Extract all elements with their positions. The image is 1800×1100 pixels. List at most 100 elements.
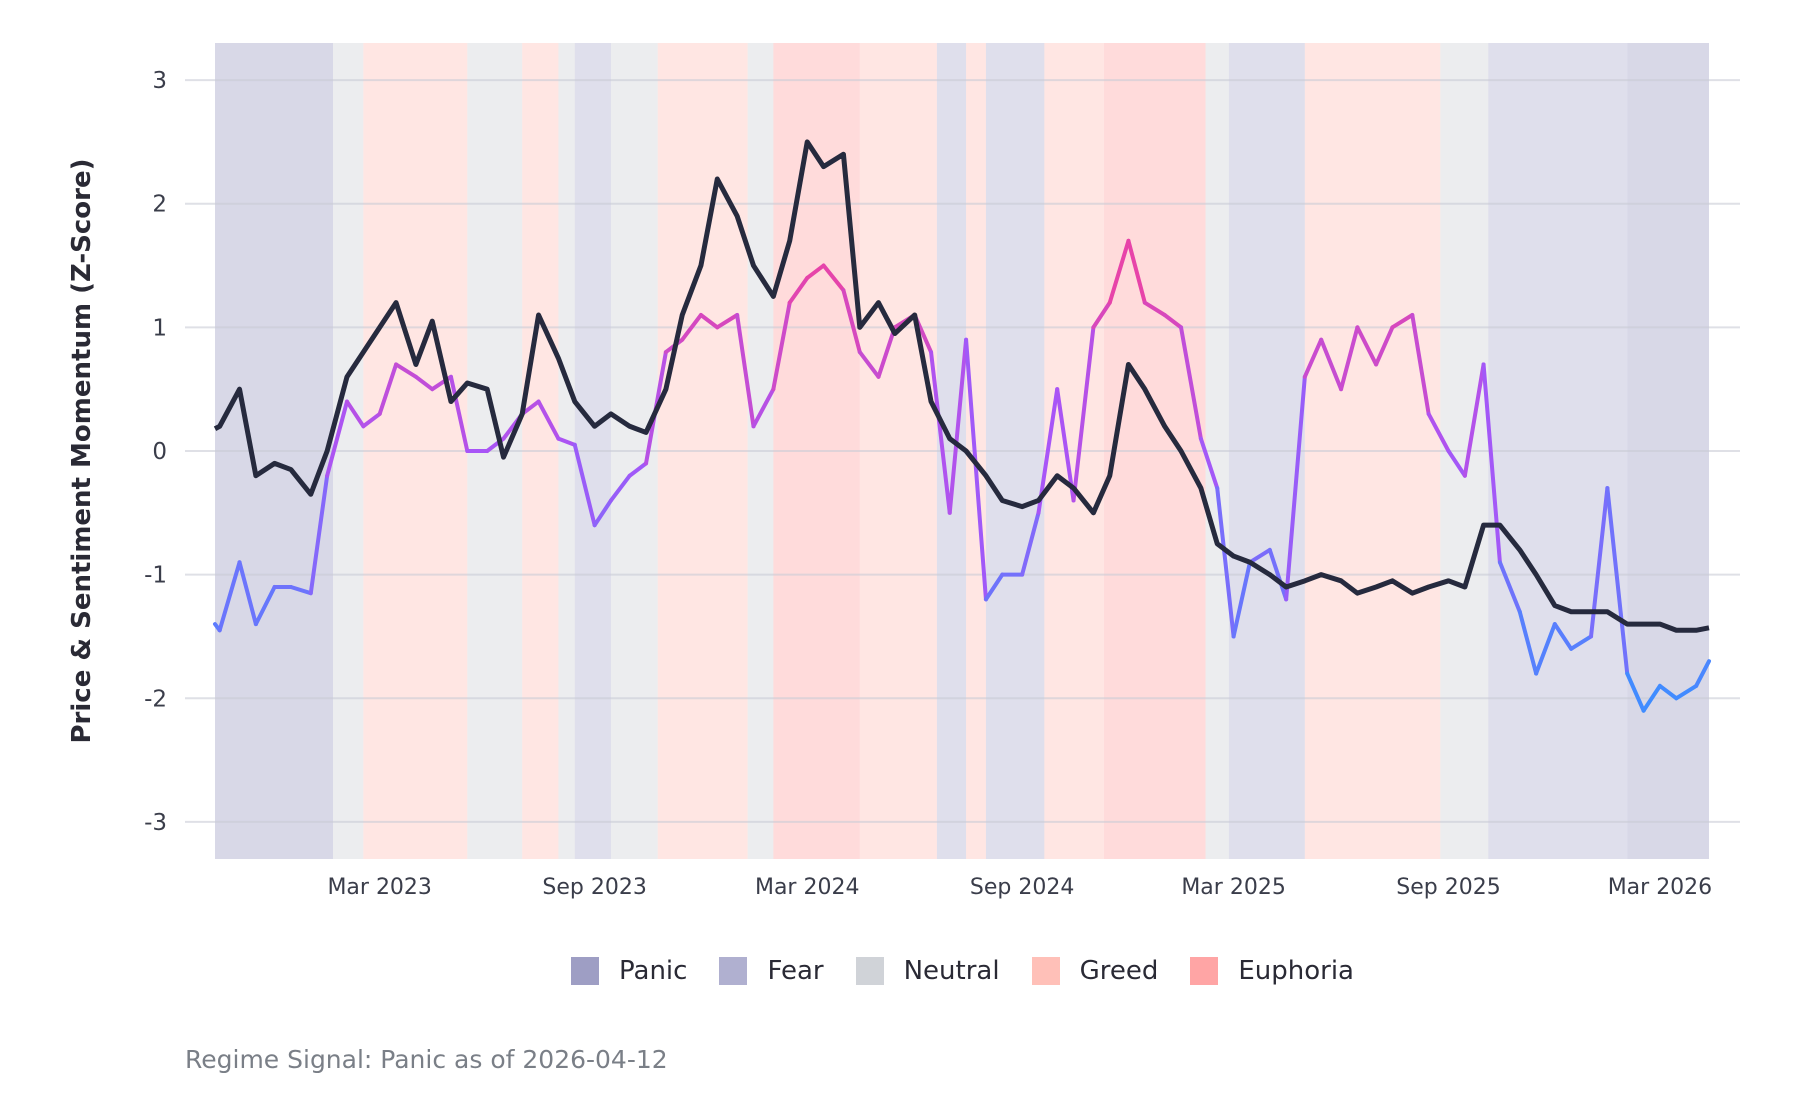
x-tick-label: Sep 2023: [542, 875, 646, 900]
sentiment-segment: [1374, 325, 1395, 367]
sentiment-segment: [344, 399, 366, 429]
sentiment-segment: [1605, 486, 1630, 676]
y-tick-label: -3: [144, 810, 167, 836]
sentiment-segment: [556, 436, 577, 447]
x-tick-label: Mar 2025: [1181, 875, 1286, 900]
x-tick-label: Sep 2024: [970, 875, 1074, 900]
sentiment-segment: [1625, 671, 1646, 713]
sentiment-segment: [876, 325, 897, 379]
sentiment-segment: [1481, 362, 1502, 565]
sentiment-segment: [361, 411, 382, 429]
legend-swatch: [1031, 957, 1060, 985]
regime-signal-footer: Regime Signal: Panic as of 2026-04-12: [185, 1045, 668, 1074]
sentiment-segment: [1319, 337, 1344, 392]
legend-label: Panic: [619, 956, 688, 986]
y-tick-label: 2: [152, 192, 167, 218]
sentiment-segment: [698, 313, 720, 330]
legend-label: Greed: [1079, 956, 1159, 986]
sentiment-segment: [1694, 659, 1711, 688]
y-tick-label: 0: [152, 439, 167, 465]
legend-label: Euphoria: [1238, 956, 1354, 986]
sentiment-segment: [1426, 411, 1451, 453]
sentiment-segment: [1020, 510, 1041, 577]
sentiment-segment: [1390, 313, 1415, 330]
sentiment-segment: [413, 374, 435, 392]
sentiment-segment: [1126, 238, 1147, 305]
sentiment-segment: [308, 473, 330, 596]
x-tick-label: Sep 2025: [1396, 875, 1500, 900]
sentiment-segment: [735, 313, 756, 429]
legend-swatch: [855, 957, 884, 985]
gridlines: [185, 79, 1740, 823]
sentiment-segment: [1091, 300, 1112, 330]
legend-swatch: [571, 957, 599, 985]
sentiment-segment: [253, 585, 277, 627]
sentiment-segment: [1446, 449, 1467, 478]
sentiment-segment: [805, 263, 826, 280]
legend-label: Fear: [767, 956, 824, 986]
sentiment-segment: [536, 399, 561, 441]
sentiment-segment: [1534, 622, 1557, 676]
sentiment-segment: [1569, 634, 1594, 651]
sentiment-segment: [1179, 325, 1203, 441]
y-tick-label: 1: [152, 315, 167, 341]
sentiment-segment: [1517, 609, 1539, 676]
price-line: [213, 139, 1710, 633]
sentiment-segment: [1247, 547, 1272, 565]
sentiment-segment: [787, 275, 810, 305]
legend-label: Neutral: [903, 956, 1000, 986]
sentiment-segment: [841, 288, 862, 355]
legend: Panic Fear Neutral Greed Euphoria: [0, 956, 1800, 986]
sentiment-segment: [1355, 325, 1379, 367]
sentiment-segment: [1641, 683, 1662, 713]
legend-item-euphoria[interactable]: Euphoria: [1190, 956, 1354, 986]
x-tick-label: Mar 2023: [327, 875, 432, 900]
sentiment-segment: [377, 362, 399, 416]
y-tick-label: -2: [144, 686, 167, 712]
sentiment-segment: [680, 313, 703, 342]
y-tick-label: -1: [144, 563, 167, 589]
x-axis-ticks: Mar 2023 Sep 2023 Mar 2024 Sep 2024 Mar 2025…: [327, 875, 1712, 900]
sentiment-segment: [1410, 313, 1431, 416]
sentiment-segment: [394, 362, 418, 379]
sentiment-segment: [1497, 560, 1522, 614]
sentiment-segment: [964, 337, 988, 602]
sentiment-segment: [608, 473, 632, 503]
y-tick-label: 3: [152, 68, 167, 94]
sentiment-segment: [1231, 560, 1252, 639]
sentiment-segment: [1107, 238, 1131, 305]
x-tick-label: Mar 2024: [755, 875, 860, 900]
sentiment-segment: [1198, 436, 1220, 491]
sentiment-segment: [983, 572, 1005, 602]
legend-item-neutral[interactable]: Neutral: [855, 956, 1000, 986]
legend-swatch: [1190, 957, 1219, 985]
sentiment-segment: [572, 442, 597, 528]
sentiment-segment: [751, 387, 776, 429]
legend-swatch: [719, 957, 748, 985]
sentiment-segment: [1674, 683, 1699, 701]
sentiment-segment: [325, 399, 349, 478]
y-axis-label: Price & Sentiment Momentum (Z-Score): [67, 159, 97, 744]
price-series-line: [213, 139, 1710, 633]
legend-item-panic[interactable]: Panic: [571, 956, 687, 986]
sentiment-segment: [1071, 325, 1096, 503]
sentiment-segment: [1657, 683, 1679, 701]
sentiment-segment: [448, 374, 470, 453]
sentiment-segment: [592, 498, 613, 528]
sentiment-segment: [1162, 313, 1184, 330]
legend-item-greed[interactable]: Greed: [1031, 956, 1159, 986]
sentiment-segment: [288, 585, 313, 596]
x-tick-label: Mar 2026: [1608, 875, 1713, 900]
sentiment-segment: [1552, 622, 1574, 651]
sentiment-segment: [1302, 337, 1324, 379]
sentiment-segment: [929, 350, 952, 515]
legend-item-fear[interactable]: Fear: [719, 956, 824, 986]
y-axis-ticks: 3 2 1 0 -1 -2 -3: [144, 68, 167, 836]
sentiment-segment: [1142, 300, 1167, 317]
sentiment-segment: [1462, 362, 1486, 478]
sentiment-segment: [1284, 374, 1307, 602]
sentiment-segment: [1339, 325, 1360, 392]
sentiment-segment: [1055, 387, 1076, 503]
sentiment-segment: [947, 337, 969, 515]
